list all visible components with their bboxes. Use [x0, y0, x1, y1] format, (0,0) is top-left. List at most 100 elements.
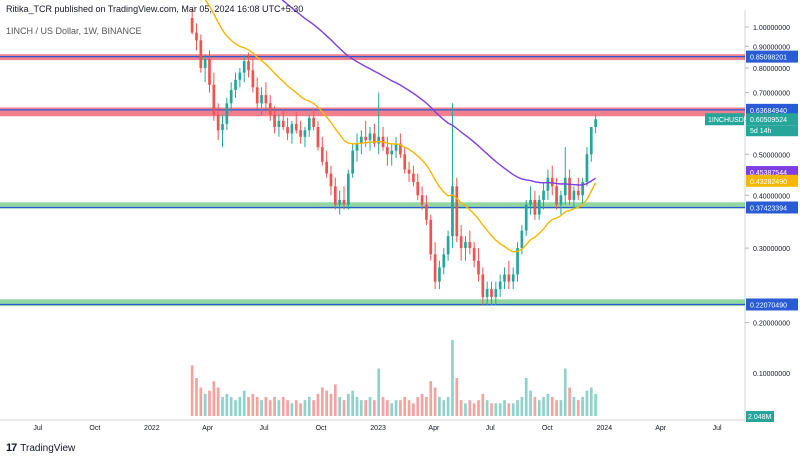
price-tag: [746, 113, 798, 126]
time-tick-label: Apr: [428, 425, 440, 432]
volume-bar: [520, 397, 524, 416]
candle-body: [550, 177, 554, 187]
level-price-tag: [746, 298, 798, 311]
volume-bar: [468, 400, 472, 416]
level-price-tag: [746, 201, 798, 214]
candle-body: [516, 248, 519, 275]
tradingview-brand: TradingView: [20, 442, 76, 454]
volume-bar: [333, 384, 337, 416]
candle-body: [438, 267, 441, 282]
price-tag-value: 0.60509524: [750, 117, 787, 124]
candle-body: [234, 79, 237, 90]
volume-bar: [524, 378, 528, 416]
support-zone: [0, 202, 745, 209]
volume-bar: [559, 400, 563, 416]
volume-bar: [594, 393, 597, 416]
volume-bar: [351, 390, 355, 416]
price-tag: [746, 174, 798, 187]
candle-body: [221, 123, 224, 131]
candle-body: [255, 87, 259, 104]
volume-bar: [494, 403, 498, 416]
candle-body: [342, 199, 346, 205]
time-tick-label: Apr: [655, 425, 667, 432]
volume-bar: [533, 397, 537, 416]
candle-body: [507, 274, 511, 282]
candle-body: [320, 147, 324, 162]
volume-bar: [550, 397, 554, 416]
candle-body: [464, 242, 467, 249]
volume-bar: [329, 393, 333, 416]
countdown-label: 5d 14h: [750, 128, 772, 135]
volume-bar: [394, 400, 398, 416]
volume-bar: [386, 400, 389, 416]
candle-body: [199, 40, 203, 68]
candle-body: [338, 199, 341, 205]
volume-bar: [529, 390, 532, 416]
candle-body: [394, 143, 398, 151]
volume-bar: [216, 387, 220, 416]
candle-body: [294, 123, 298, 131]
volume-bar: [477, 400, 480, 416]
level-price-label: 0.63684940: [750, 108, 787, 115]
volume-bar: [294, 400, 298, 416]
candle-body: [377, 136, 381, 144]
volume-bar: [412, 403, 415, 416]
volume-bar: [208, 390, 211, 416]
price-axis-bg: [745, 0, 800, 460]
symbol-tag: [705, 113, 744, 126]
volume-bar: [229, 397, 233, 416]
volume-bar: [537, 400, 541, 416]
candle-body: [442, 254, 446, 268]
candle-body: [277, 120, 281, 128]
candle-body: [490, 289, 493, 297]
candle-body: [281, 120, 285, 128]
volume-bar: [234, 400, 237, 416]
volume-bar: [425, 397, 428, 416]
volume-bar: [203, 393, 207, 416]
volume-bar: [563, 368, 567, 416]
time-tick-label: Oct: [89, 425, 100, 432]
volume-bar: [195, 378, 198, 416]
candle-body: [524, 204, 528, 231]
volume-bar: [359, 400, 363, 416]
time-tick-label: Apr: [202, 425, 214, 432]
volume-bar: [247, 397, 250, 416]
volume-bar: [212, 381, 216, 416]
candle-body: [247, 61, 250, 71]
candle-body: [351, 150, 355, 174]
time-tick-label: 2022: [144, 425, 160, 432]
candle-body: [533, 199, 537, 215]
candle-body: [481, 274, 485, 297]
tradingview-logo[interactable]: 17 TradingView: [6, 442, 75, 454]
volume-bar: [264, 397, 268, 416]
countdown-tag: [746, 125, 798, 137]
candle-body: [333, 186, 337, 205]
candle-body: [563, 177, 567, 196]
volume-bar: [373, 400, 376, 416]
volume-bar: [299, 403, 302, 416]
volume-bar: [438, 397, 441, 416]
time-tick-label: Jul: [260, 425, 269, 432]
candle-body: [312, 117, 315, 128]
candle-body: [498, 281, 502, 290]
volume-bar: [199, 387, 203, 416]
candle-body: [546, 177, 550, 191]
volume-bar: [459, 400, 463, 416]
candle-body: [472, 248, 476, 261]
symbol-tag-label: 1INCHUSD: [708, 117, 744, 124]
resistance-zone: [0, 107, 745, 117]
volume-bar: [390, 403, 394, 416]
candle-body: [303, 130, 307, 137]
volume-bar: [555, 400, 558, 416]
volume-bar: [442, 400, 446, 416]
volume-tag-label: 2.048M: [748, 414, 772, 421]
volume-bar: [320, 387, 324, 416]
candle-body: [572, 190, 576, 200]
volume-bar: [221, 397, 224, 416]
candle-body: [364, 136, 368, 141]
candle-body: [451, 186, 454, 237]
candle-body: [316, 127, 320, 148]
volume-bar: [420, 393, 424, 416]
volume-bar: [403, 397, 407, 416]
